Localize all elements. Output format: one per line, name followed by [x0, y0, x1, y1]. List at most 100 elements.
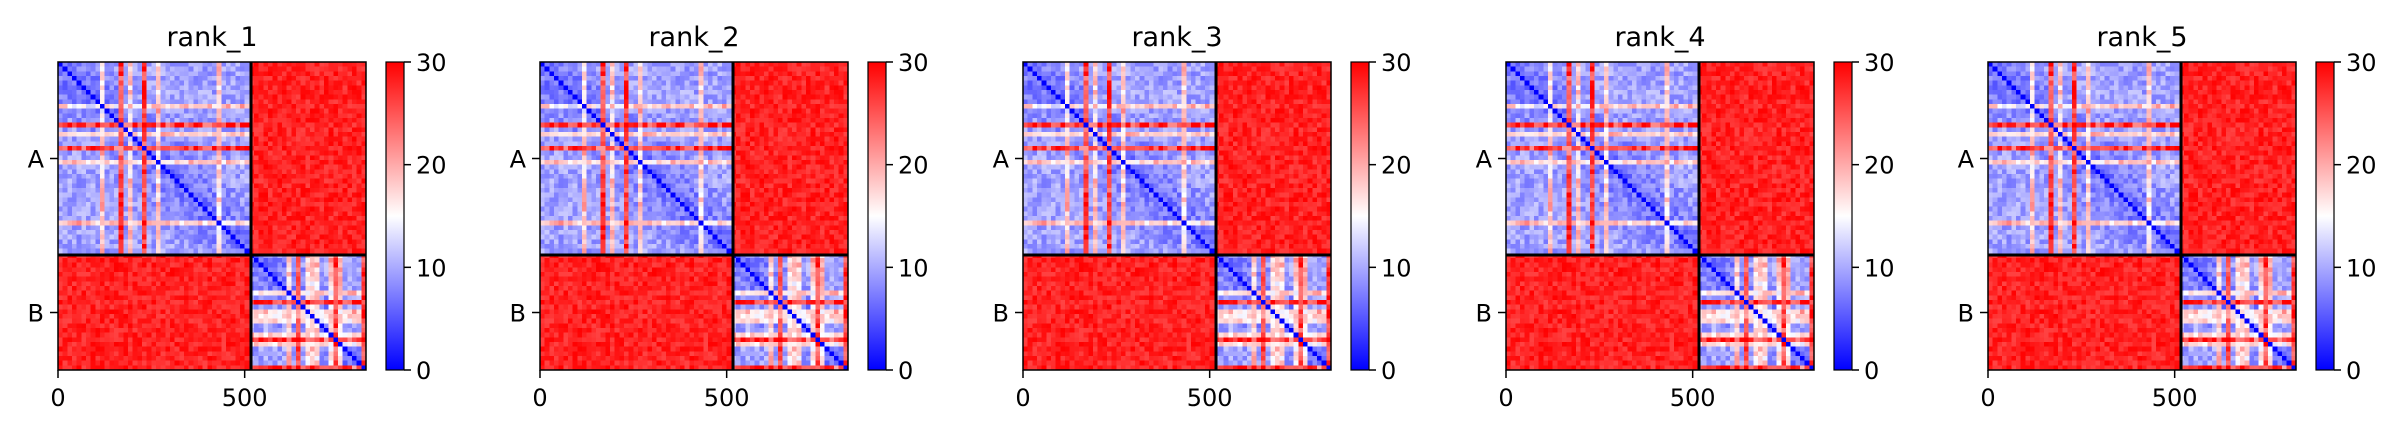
heatmap-cell: [286, 314, 292, 320]
heatmap-cell: [633, 62, 639, 68]
heatmap-cell: [773, 66, 779, 72]
heatmap-cell: [207, 141, 213, 147]
heatmap-cell: [263, 272, 269, 278]
heatmap-cell: [328, 351, 334, 357]
heatmap-cell: [221, 286, 227, 292]
heatmap-cell: [240, 118, 246, 124]
heatmap-cell: [188, 132, 194, 138]
heatmap-cell: [263, 146, 269, 152]
heatmap-cell: [202, 281, 208, 287]
heatmap-cell: [137, 300, 143, 306]
heatmap-cell: [109, 178, 115, 184]
heatmap-cell: [300, 155, 306, 161]
heatmap-cell: [750, 90, 756, 96]
heatmap-cell: [160, 174, 166, 180]
heatmap-cell: [193, 276, 199, 282]
heatmap-cell: [221, 244, 227, 250]
heatmap-cell: [58, 351, 64, 357]
heatmap-cell: [300, 108, 306, 114]
heatmap-cell: [86, 248, 92, 254]
heatmap-cell: [240, 328, 246, 334]
heatmap-cell: [235, 62, 241, 68]
heatmap-cell: [104, 346, 110, 352]
heatmap-cell: [170, 174, 176, 180]
heatmap-cell: [352, 136, 358, 142]
heatmap-cell: [333, 309, 339, 315]
heatmap-cell: [114, 80, 120, 86]
heatmap-cell: [310, 314, 316, 320]
heatmap-cell: [277, 80, 283, 86]
heatmap-cell: [123, 323, 129, 329]
heatmap-cell: [314, 286, 320, 292]
heatmap-cell: [675, 85, 681, 91]
heatmap-cell: [95, 122, 101, 128]
heatmap-cell: [291, 71, 297, 77]
heatmap-cell: [230, 197, 236, 203]
heatmap-cell: [184, 314, 190, 320]
heatmap-cell: [207, 206, 213, 212]
heatmap-cell: [254, 244, 260, 250]
heatmap-cell: [216, 169, 222, 175]
heatmap-cell: [356, 290, 362, 296]
heatmap-cell: [277, 216, 283, 222]
heatmap-cell: [352, 216, 358, 222]
heatmap-cell: [263, 160, 269, 166]
heatmap-cell: [132, 104, 138, 110]
heatmap-cell: [787, 90, 793, 96]
heatmap-cell: [123, 136, 129, 142]
heatmap-cell: [296, 146, 302, 152]
heatmap-cell: [160, 220, 166, 226]
heatmap-cell: [235, 188, 241, 194]
heatmap-cell: [174, 286, 180, 292]
heatmap-cell: [254, 202, 260, 208]
heatmap-cell: [314, 202, 320, 208]
x-tick-label: 0: [50, 384, 65, 412]
heatmap-cell: [198, 99, 204, 105]
heatmap-cell: [221, 178, 227, 184]
heatmap-cell: [179, 80, 185, 86]
heatmap-cell: [333, 85, 339, 91]
heatmap-cell: [540, 66, 546, 72]
heatmap-cell: [291, 94, 297, 100]
heatmap-cell: [202, 178, 208, 184]
heatmap-cell: [142, 267, 148, 273]
heatmap-cell: [549, 76, 555, 82]
heatmap-cell: [342, 356, 348, 362]
heatmap-cell: [759, 71, 765, 77]
heatmap-cell: [151, 169, 157, 175]
heatmap-cell: [198, 160, 204, 166]
heatmap-cell: [86, 346, 92, 352]
heatmap-cell: [338, 164, 344, 170]
heatmap-cell: [151, 108, 157, 114]
heatmap-cell: [347, 183, 353, 189]
heatmap-cell: [123, 262, 129, 268]
heatmap-cell: [156, 304, 162, 310]
heatmap-cell: [342, 85, 348, 91]
heatmap-cell: [165, 90, 171, 96]
heatmap-cell: [305, 286, 311, 292]
heatmap-cell: [226, 295, 232, 301]
heatmap-cell: [170, 118, 176, 124]
heatmap-cell: [768, 76, 774, 82]
heatmap-cell: [67, 104, 73, 110]
heatmap-cell: [198, 136, 204, 142]
heatmap-cell: [235, 328, 241, 334]
heatmap-cell: [666, 90, 672, 96]
heatmap-cell: [81, 248, 87, 254]
heatmap-cell: [624, 90, 630, 96]
heatmap-cell: [689, 94, 695, 100]
heatmap-cell: [151, 267, 157, 273]
heatmap-cell: [356, 286, 362, 292]
heatmap-cell: [109, 188, 115, 194]
heatmap-cell: [81, 328, 87, 334]
heatmap-cell: [338, 197, 344, 203]
heatmap-cell: [291, 113, 297, 119]
heatmap-cell: [277, 356, 283, 362]
heatmap-cell: [137, 90, 143, 96]
heatmap-cell: [333, 108, 339, 114]
heatmap-cell: [132, 85, 138, 91]
heatmap-cell: [582, 99, 588, 105]
heatmap-cell: [109, 234, 115, 240]
heatmap-cell: [244, 164, 250, 170]
heatmap-cell: [123, 164, 129, 170]
